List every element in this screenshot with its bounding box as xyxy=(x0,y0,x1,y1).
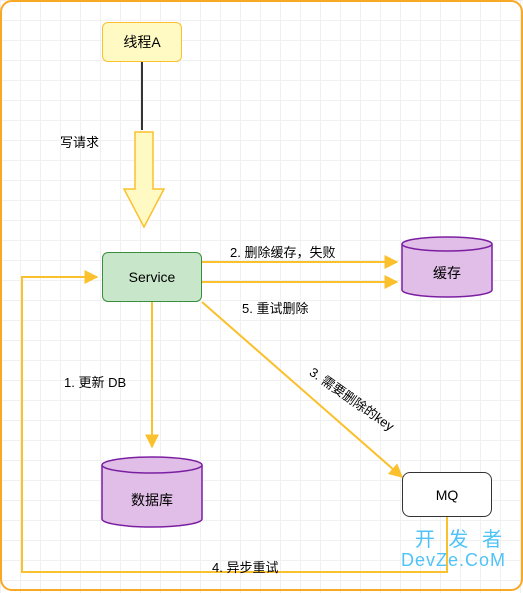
node-db-label: 数据库 xyxy=(131,490,173,510)
node-mq: MQ xyxy=(402,472,492,517)
node-cache: 缓存 xyxy=(402,243,492,303)
node-db: 数据库 xyxy=(102,465,202,535)
label-key-to-delete: 3. 需要删除的key xyxy=(306,362,399,435)
label-update-db: 1. 更新 DB xyxy=(64,372,126,391)
node-cache-label: 缓存 xyxy=(433,263,461,283)
node-thread-a-label: 线程A xyxy=(123,32,160,52)
edge-service-mq xyxy=(202,302,402,477)
node-service: Service xyxy=(102,252,202,302)
node-thread-a: 线程A xyxy=(102,22,182,62)
label-delete-cache-fail: 2. 删除缓存，失败 xyxy=(230,242,335,261)
watermark-line2: DevZe.CoM xyxy=(401,551,506,571)
node-service-label: Service xyxy=(129,269,176,285)
label-write-request: 写请求 xyxy=(60,132,99,151)
watermark-line1: 开 发 者 xyxy=(401,529,506,551)
big-arrow xyxy=(124,132,164,227)
label-async-retry: 4. 异步重试 xyxy=(212,557,278,576)
diagram-frame: 线程A Service 缓存 数据库 MQ 写请求 2. 删除缓存，失败 5. … xyxy=(0,0,523,591)
label-retry-delete: 5. 重试删除 xyxy=(242,298,308,317)
node-mq-label: MQ xyxy=(436,487,459,503)
watermark: 开 发 者 DevZe.CoM xyxy=(401,529,506,571)
